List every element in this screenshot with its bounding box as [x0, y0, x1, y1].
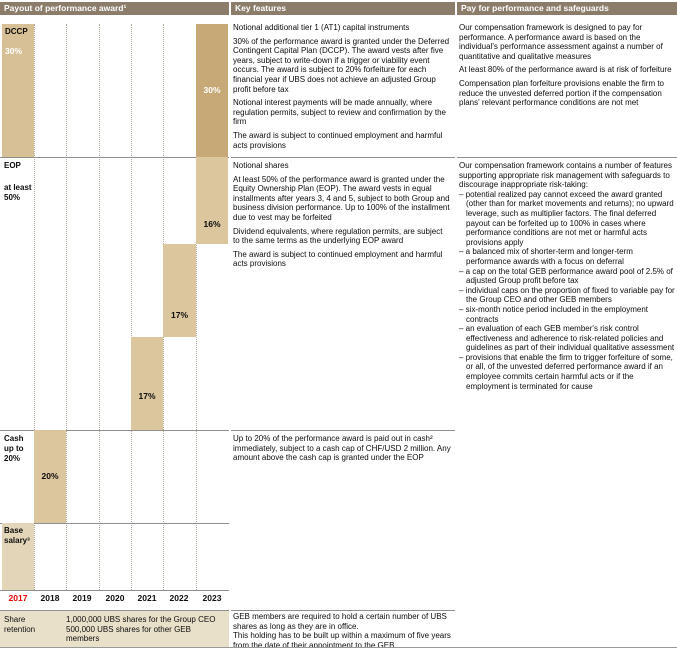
- year-label-2023: 2023: [202, 593, 222, 603]
- eop-row-label: EOP at least 50%: [4, 161, 34, 203]
- dccp-row-label: DCCP: [5, 27, 28, 36]
- safeguards-bullet: – a cap on the total GEB performance awa…: [459, 266, 673, 286]
- share-retention-ceo: 1,000,000 UBS shares for the Group CEO: [66, 615, 216, 624]
- key-features-paragraph: GEB members are required to hold a certa…: [233, 612, 447, 631]
- key-features-share-retention-section: GEB members are required to hold a certa…: [233, 612, 454, 648]
- safeguards-column-header: Pay for performance and safeguards: [457, 2, 677, 15]
- year-label-2018: 2018: [40, 593, 60, 603]
- safeguards-bullet: – an evaluation of each GEB member's ris…: [459, 324, 675, 353]
- dccp-row-percent: 30%: [5, 46, 23, 56]
- safeguards-features-intro: Our compensation framework contains a nu…: [459, 161, 672, 190]
- eop-bar-2021: 17%: [131, 337, 163, 430]
- band-divider: [0, 430, 229, 431]
- section-divider: [231, 430, 455, 431]
- key-features-paragraph: This holding has to be built up within a…: [233, 631, 451, 648]
- eop-row-percent: 50%: [4, 193, 21, 202]
- eop-row-label-qualifier: at least: [4, 183, 32, 192]
- eop-bar-2023-value: 16%: [203, 219, 221, 230]
- key-features-column-header: Key features: [231, 2, 455, 15]
- cash-row-label-qualifier: up to: [4, 444, 24, 453]
- key-features-paragraph: 30% of the performance award is granted …: [233, 36, 450, 94]
- year-label-2022: 2022: [169, 593, 189, 603]
- year-label-2020: 2020: [105, 593, 125, 603]
- band-divider: [0, 157, 229, 158]
- key-features-eop-section: Notional shares At least 50% of the perf…: [233, 161, 451, 427]
- chart-column-header: Payout of performance award¹: [0, 2, 229, 15]
- share-retention-label: Share retention: [4, 615, 36, 634]
- eop-row-label-name: EOP: [4, 161, 21, 170]
- key-features-paragraph: Dividend equivalents, where regulation p…: [233, 226, 443, 246]
- share-retention-values: 1,000,000 UBS shares for the Group CEO 5…: [66, 615, 226, 644]
- grid-dotted-line: [99, 24, 100, 590]
- key-features-paragraph: The award is subject to continued employ…: [233, 130, 443, 150]
- safeguards-bullet: – a balanced mix of shorter-term and lon…: [459, 247, 633, 266]
- year-label-2019: 2019: [72, 593, 92, 603]
- dccp-bar-value: 30%: [203, 85, 221, 95]
- safeguards-paragraph: Our compensation framework is designed t…: [459, 23, 663, 61]
- base-salary-row-sublabel: salary³: [4, 536, 30, 545]
- safeguards-paragraph: At least 80% of the performance award is…: [459, 65, 672, 75]
- safeguards-paragraph: Compensation plan forfeiture provisions …: [459, 78, 664, 108]
- year-label-2021: 2021: [137, 593, 157, 603]
- safeguards-features-section: Our compensation framework contains a nu…: [459, 161, 675, 645]
- key-features-cash-section: Up to 20% of the performance award is pa…: [233, 434, 451, 520]
- safeguards-bullet: – provisions that enable the firm to tri…: [459, 352, 673, 391]
- grid-dotted-line: [131, 24, 132, 590]
- key-features-paragraph: Notional shares: [233, 161, 289, 170]
- key-features-paragraph: Notional additional tier 1 (AT1) capital…: [233, 23, 410, 32]
- eop-bar-2021-value: 17%: [138, 391, 156, 402]
- share-retention-geb: 500,000 UBS shares for other GEB members: [66, 624, 191, 644]
- dccp-row-label-block: DCCP 30%: [2, 24, 34, 157]
- bottom-rule: [0, 647, 677, 648]
- cash-row-label-name: Cash: [4, 434, 24, 443]
- section-divider: [231, 157, 455, 158]
- key-features-paragraph: The award is subject to continued employ…: [233, 249, 443, 269]
- cash-bar-value: 20%: [41, 471, 59, 481]
- grid-dotted-line: [196, 24, 197, 590]
- key-features-paragraph: At least 50% of the performance award is…: [233, 174, 450, 222]
- section-divider: [457, 157, 677, 158]
- section-divider: [231, 610, 455, 611]
- safeguards-intro-section: Our compensation framework is designed t…: [459, 23, 673, 156]
- safeguards-bullet: – six-month notice period included in th…: [459, 304, 648, 324]
- base-salary-bar-2017: Base salary³: [2, 523, 34, 590]
- eop-bar-2022: 17%: [163, 244, 196, 337]
- eop-bar-2023: 16%: [196, 157, 228, 244]
- key-features-dccp-section: Notional additional tier 1 (AT1) capital…: [233, 23, 451, 156]
- base-salary-row-label: Base: [4, 526, 24, 535]
- key-features-paragraph: Up to 20% of the performance award is pa…: [233, 434, 451, 463]
- safeguards-bullet: – potential realized pay cannot exceed t…: [459, 189, 674, 247]
- grid-dotted-line: [34, 24, 35, 590]
- cash-bar-2018: 20%: [34, 430, 66, 523]
- grid-dotted-line: [66, 24, 67, 590]
- safeguards-bullet: – individual caps on the proportion of f…: [459, 285, 675, 305]
- cash-row-label: Cash up to 20%: [4, 434, 34, 464]
- cash-row-percent: 20%: [4, 454, 21, 463]
- band-divider: [0, 523, 229, 524]
- eop-bar-2022-value: 17%: [170, 310, 188, 321]
- band-divider: [0, 590, 229, 591]
- year-label-2017: 2017: [8, 593, 28, 603]
- share-retention-block: Share retention 1,000,000 UBS shares for…: [0, 610, 229, 647]
- key-features-paragraph: Notional interest payments will be made …: [233, 98, 446, 127]
- dccp-bar-2023: 30%: [196, 24, 228, 157]
